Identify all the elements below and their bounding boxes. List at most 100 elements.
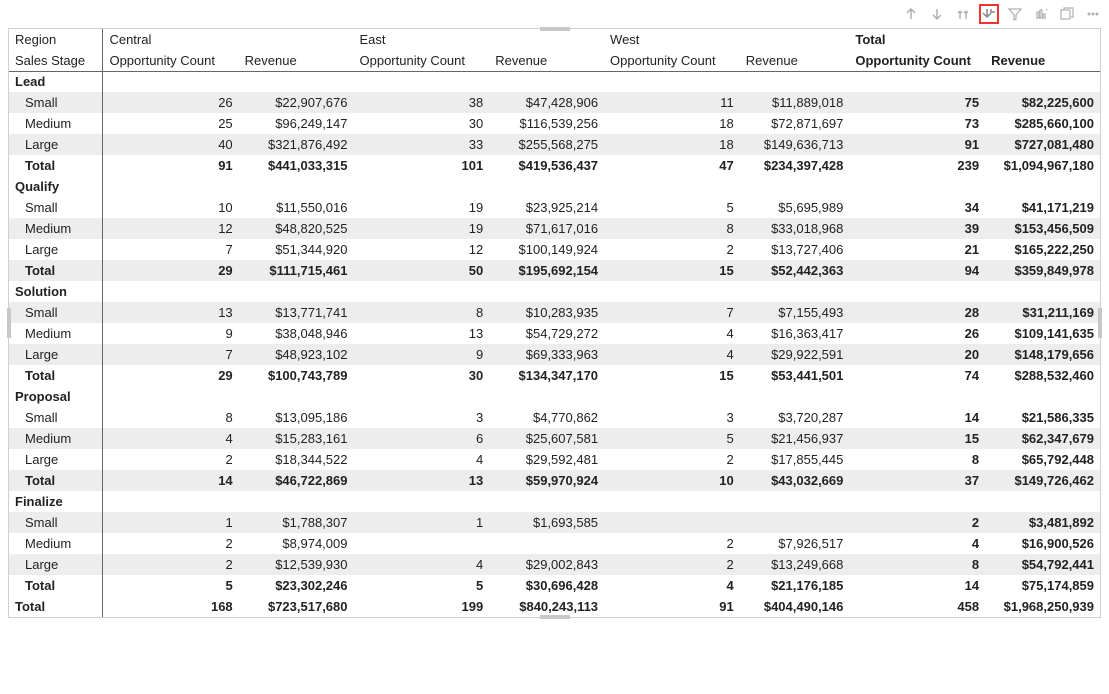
matrix-table: RegionCentralEastWestTotalSales StageOpp…: [9, 29, 1100, 617]
group-header-lead[interactable]: Lead: [9, 71, 103, 92]
row-label[interactable]: Medium: [9, 323, 103, 344]
cell: $17,855,445: [740, 449, 850, 470]
cell: 101: [354, 155, 490, 176]
row-label[interactable]: Total: [9, 260, 103, 281]
cell: $234,397,428: [740, 155, 850, 176]
cell: $48,923,102: [239, 344, 354, 365]
cell: $75,174,859: [985, 575, 1100, 596]
row-label[interactable]: Large: [9, 554, 103, 575]
cell: 18: [604, 113, 740, 134]
row-label[interactable]: Total: [9, 470, 103, 491]
cell: [740, 512, 850, 533]
row-label[interactable]: Large: [9, 344, 103, 365]
cell: $404,490,146: [740, 596, 850, 617]
cell: $288,532,460: [985, 365, 1100, 386]
group-header-spacer: [103, 491, 1100, 512]
row-header-region[interactable]: Region: [9, 29, 103, 50]
row-label[interactable]: Total: [9, 155, 103, 176]
column-header-revenue[interactable]: Revenue: [239, 50, 354, 71]
group-header-proposal[interactable]: Proposal: [9, 386, 103, 407]
cell: $51,344,920: [239, 239, 354, 260]
cell: $53,441,501: [740, 365, 850, 386]
cell: $16,363,417: [740, 323, 850, 344]
group-header-solution[interactable]: Solution: [9, 281, 103, 302]
cell: $840,243,113: [489, 596, 604, 617]
spotlight-icon[interactable]: [1031, 4, 1051, 24]
cell: 5: [103, 575, 239, 596]
subtotal-row: Total29$100,743,78930$134,347,17015$53,4…: [9, 365, 1100, 386]
resize-grip-bottom[interactable]: [540, 615, 570, 619]
cell: $31,211,169: [985, 302, 1100, 323]
group-header-qualify[interactable]: Qualify: [9, 176, 103, 197]
cell: 34: [849, 197, 985, 218]
row-label[interactable]: Small: [9, 302, 103, 323]
cell: 13: [354, 470, 490, 491]
row-header-stage[interactable]: Sales Stage: [9, 50, 103, 71]
row-label[interactable]: Total: [9, 365, 103, 386]
cell: 14: [849, 407, 985, 428]
cell: 19: [354, 218, 490, 239]
arrow-down-icon[interactable]: [927, 4, 947, 24]
row-label[interactable]: Small: [9, 197, 103, 218]
row-label[interactable]: Total: [9, 596, 103, 617]
row-label[interactable]: Total: [9, 575, 103, 596]
column-header-revenue[interactable]: Revenue: [740, 50, 850, 71]
cell: $5,695,989: [740, 197, 850, 218]
drill-up-icon[interactable]: [953, 4, 973, 24]
cell: $29,592,481: [489, 449, 604, 470]
cell: $1,968,250,939: [985, 596, 1100, 617]
cell: $7,926,517: [740, 533, 850, 554]
column-header-opportunity-count[interactable]: Opportunity Count: [354, 50, 490, 71]
drill-down-icon[interactable]: [979, 4, 999, 24]
cell: $148,179,656: [985, 344, 1100, 365]
row-label[interactable]: Medium: [9, 113, 103, 134]
column-group-west[interactable]: West: [604, 29, 849, 50]
focus-icon[interactable]: [1057, 4, 1077, 24]
table-row: Medium2$8,974,0092$7,926,5174$16,900,526: [9, 533, 1100, 554]
cell: $62,347,679: [985, 428, 1100, 449]
cell: 7: [103, 239, 239, 260]
row-label[interactable]: Large: [9, 449, 103, 470]
filter-icon[interactable]: [1005, 4, 1025, 24]
cell: 4: [849, 533, 985, 554]
column-header-revenue[interactable]: Revenue: [985, 50, 1100, 71]
cell: 11: [604, 92, 740, 113]
cell: $65,792,448: [985, 449, 1100, 470]
table-row: Medium9$38,048,94613$54,729,2724$16,363,…: [9, 323, 1100, 344]
group-header-finalize[interactable]: Finalize: [9, 491, 103, 512]
column-group-east[interactable]: East: [354, 29, 605, 50]
cell: $48,820,525: [239, 218, 354, 239]
cell: 91: [849, 134, 985, 155]
cell: $441,033,315: [239, 155, 354, 176]
cell: 2: [103, 554, 239, 575]
row-label[interactable]: Large: [9, 134, 103, 155]
cell: 1: [103, 512, 239, 533]
resize-grip-right[interactable]: [1098, 308, 1102, 338]
cell: 25: [103, 113, 239, 134]
row-label[interactable]: Small: [9, 92, 103, 113]
column-header-opportunity-count[interactable]: Opportunity Count: [849, 50, 985, 71]
cell: 168: [103, 596, 239, 617]
row-label[interactable]: Small: [9, 512, 103, 533]
cell: 13: [354, 323, 490, 344]
row-label[interactable]: Medium: [9, 428, 103, 449]
row-label[interactable]: Medium: [9, 533, 103, 554]
resize-grip-left[interactable]: [7, 308, 11, 338]
row-label[interactable]: Large: [9, 239, 103, 260]
resize-grip-top[interactable]: [540, 27, 570, 31]
column-header-opportunity-count[interactable]: Opportunity Count: [604, 50, 740, 71]
more-icon[interactable]: [1083, 4, 1103, 24]
cell: 12: [103, 218, 239, 239]
column-header-opportunity-count[interactable]: Opportunity Count: [103, 50, 239, 71]
matrix-visual[interactable]: RegionCentralEastWestTotalSales StageOpp…: [8, 28, 1101, 618]
column-group-central[interactable]: Central: [103, 29, 354, 50]
arrow-up-icon[interactable]: [901, 4, 921, 24]
column-group-total[interactable]: Total: [849, 29, 1100, 50]
cell: $96,249,147: [239, 113, 354, 134]
row-label[interactable]: Medium: [9, 218, 103, 239]
cell: 29: [103, 260, 239, 281]
table-row: Small10$11,550,01619$23,925,2145$5,695,9…: [9, 197, 1100, 218]
cell: $1,693,585: [489, 512, 604, 533]
row-label[interactable]: Small: [9, 407, 103, 428]
column-header-revenue[interactable]: Revenue: [489, 50, 604, 71]
